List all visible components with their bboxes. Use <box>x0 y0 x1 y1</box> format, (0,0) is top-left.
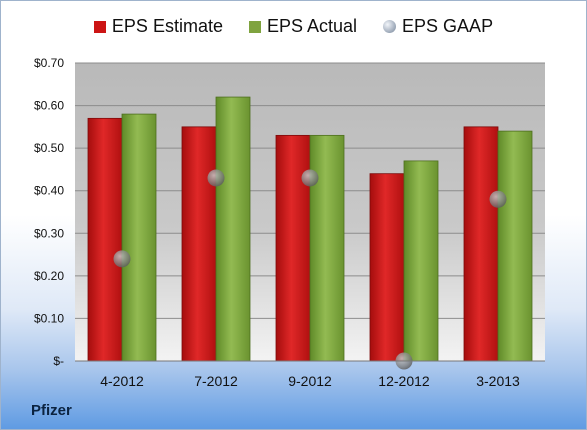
bar-eps-actual <box>215 96 251 362</box>
x-tick-label: 4-2012 <box>100 373 144 389</box>
x-tick-label: 12-2012 <box>378 373 430 389</box>
y-tick-label: $0.20 <box>34 269 64 283</box>
y-tick-label: $0.10 <box>34 311 64 325</box>
y-tick-label: $0.50 <box>34 141 64 155</box>
legend-item-eps-actual: EPS Actual <box>248 16 358 37</box>
bar-eps-estimate <box>87 117 123 362</box>
legend-swatch-eps-actual <box>248 20 261 33</box>
company-name: Pfizer <box>31 402 72 419</box>
x-tick-label: 7-2012 <box>194 373 238 389</box>
legend-item-eps-estimate: EPS Estimate <box>93 16 223 37</box>
bar-eps-estimate <box>275 134 311 362</box>
bar-eps-estimate <box>181 126 217 362</box>
y-tick-label: $0.60 <box>34 99 64 113</box>
bar-eps-estimate <box>369 173 405 362</box>
marker-eps-gaap <box>489 190 507 208</box>
y-tick-label: $0.30 <box>34 226 64 240</box>
bar-eps-actual <box>309 134 345 362</box>
legend-swatch-eps-gaap <box>383 20 397 33</box>
legend-swatch-eps-estimate <box>93 20 106 33</box>
x-tick-label: 9-2012 <box>288 373 332 389</box>
marker-eps-gaap <box>113 250 131 268</box>
y-tick-label: $0.70 <box>34 56 64 70</box>
bar-eps-actual <box>121 113 157 362</box>
y-tick-label: $- <box>53 354 64 368</box>
marker-eps-gaap <box>207 169 225 187</box>
bar-eps-actual <box>403 160 439 362</box>
legend-label-eps-estimate: EPS Estimate <box>111 16 223 36</box>
bar-eps-actual <box>497 130 533 362</box>
legend-item-eps-gaap: EPS GAAP <box>383 16 493 37</box>
marker-eps-gaap <box>301 169 319 187</box>
x-tick-label: 3-2013 <box>476 373 520 389</box>
legend: EPS Estimate EPS Actual EPS GAAP <box>1 16 586 37</box>
legend-label-eps-gaap: EPS GAAP <box>402 16 494 36</box>
y-tick-label: $0.40 <box>34 184 64 198</box>
legend-label-eps-actual: EPS Actual <box>266 16 358 36</box>
bar-eps-estimate <box>463 126 499 362</box>
